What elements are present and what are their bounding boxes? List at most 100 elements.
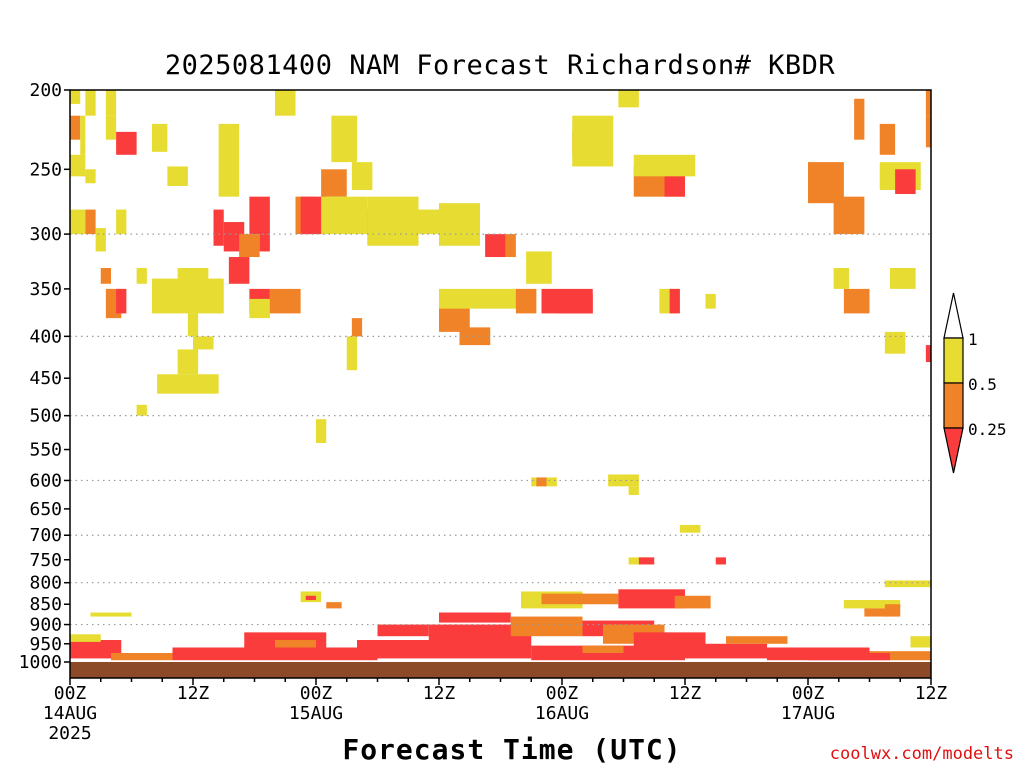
x-tick-label: 14AUG [43,703,97,724]
dotted-gridlines [70,233,931,626]
y-tick-label: 400 [29,326,62,347]
heatmap-cell [536,477,547,487]
heatmap-cell [582,645,624,654]
heatmap-cell [408,209,439,235]
x-tick-label: 16AUG [535,703,589,724]
heatmap-cell [526,251,552,284]
heatmap-cell [638,557,655,565]
legend-bin [943,337,964,384]
heatmap-cell [910,636,931,648]
x-tick-label: 00Z [546,683,579,704]
x-tick-label: 12Z [423,683,456,704]
chart-title: 2025081400 NAM Forecast Richardson# KBDR [164,50,836,81]
colorbar-legend: 1 0.5 0.25 [943,292,1007,474]
heatmap-cell [321,169,347,197]
heatmap-cell [618,90,639,108]
y-tick-label: 900 [29,615,62,636]
y-tick-label: 800 [29,573,62,594]
x-tick-label: 12Z [177,683,210,704]
legend-label: 1 [968,330,978,349]
y-axis: 200 250 300 350 400 450 500 550 600 650 700 7508008… [19,80,70,673]
heatmap-cell [218,123,240,197]
heatmap-cell [177,349,199,375]
heatmap-cell [70,115,81,140]
heatmap-cell [833,196,865,235]
heatmap-cell [152,123,168,152]
y-tick-label: 650 [29,499,62,520]
heatmap-cell [116,131,137,155]
heatmap-cell [228,257,250,284]
y-tick-label: 450 [29,368,62,389]
y-tick-label: 700 [29,525,62,546]
heatmap-cell [85,169,96,184]
heatmap-cell [111,653,173,661]
heatmap-cell [925,115,931,148]
y-tick-label: 1000 [19,652,62,673]
heatmap-cell [515,288,537,314]
heatmap-cell [674,595,711,609]
y-tick-label: 300 [29,224,62,245]
heatmap-cell [510,616,583,637]
heatmap-cell [70,90,81,104]
heatmap-cell [213,209,224,246]
heatmap-cell [90,612,132,617]
heatmap-cell [70,154,86,177]
heatmap-cell [269,288,301,314]
credit-text: coolwx.com/modelts [829,744,1014,764]
heatmap-cell [70,209,86,235]
heatmap-cell [105,115,117,140]
x-tick-label: 2025 [48,723,91,744]
heatmap-cell [884,580,931,588]
heatmap-cell [377,647,532,659]
heatmap-cell [305,595,316,601]
heatmap-cell [80,115,86,155]
heatmap-cell [100,267,111,284]
heatmap-cell [351,318,363,337]
legend-arrow-top [943,292,964,339]
heatmap-cell [895,169,916,195]
y-tick-label: 550 [29,440,62,461]
heatmap-cell [85,90,96,116]
x-tick-label: 00Z [54,683,87,704]
heatmap-cell [116,288,127,314]
heatmap-cell [884,331,906,354]
x-tick-label: 12Z [669,683,702,704]
heatmap-cell [633,632,706,648]
heatmap-cell [428,624,532,648]
ground-bar [70,662,931,678]
heatmap-cell [116,209,127,235]
x-tick-label: 17AUG [781,703,835,724]
legend-label: 0.5 [968,375,997,394]
heatmap-cell [879,123,896,155]
heatmap-cell [618,589,685,609]
x-tick-label: 00Z [792,683,825,704]
y-tick-label: 600 [29,470,62,491]
heatmap-cell [377,624,429,637]
heatmap-cell [854,98,865,140]
heatmap-cell [890,267,916,289]
heatmap-cell [572,115,614,167]
legend-arrow-bottom [943,427,964,474]
heatmap-cell [869,651,931,661]
y-tick-label: 250 [29,159,62,180]
heatmap-cell [167,166,188,186]
heatmap-cell [351,162,373,191]
heatmap-cell [679,524,701,533]
heatmap-cell [715,557,726,565]
heatmap-cell [249,298,270,319]
heatmap-cell [321,196,368,235]
x-tick-label: 00Z [300,683,333,704]
x-axis-label: Forecast Time (UTC) [342,733,682,766]
heatmap-cell [275,640,316,648]
heatmap-cell [187,313,199,337]
heatmap-cell [259,234,270,252]
heatmap-cell [439,288,521,309]
heatmap-cell [439,203,480,246]
heatmap-cell [70,640,122,659]
heatmap-cell [346,336,357,371]
heatmap-cell [136,267,147,284]
y-tick-label: 500 [29,406,62,427]
heatmap-cell [808,653,890,661]
